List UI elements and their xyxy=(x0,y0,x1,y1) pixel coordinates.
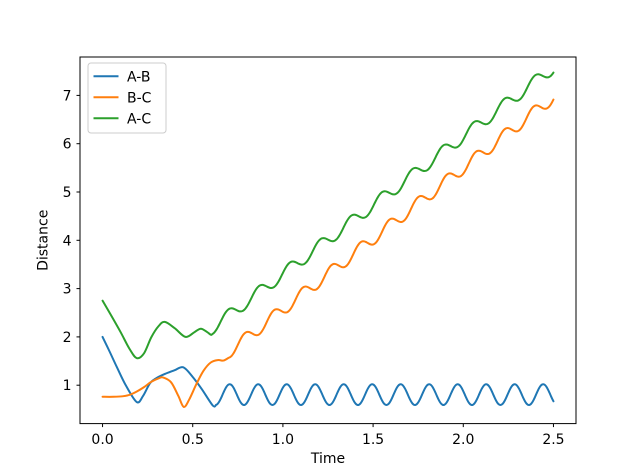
series-line-a-c xyxy=(101,71,555,360)
series-line-a-b xyxy=(101,335,555,408)
y-tick-label: 3 xyxy=(63,282,72,298)
legend-label: A-C xyxy=(127,111,151,127)
legend-label: B-C xyxy=(127,90,152,106)
x-tick-label: 1.5 xyxy=(362,432,384,448)
x-tick-label: 0.5 xyxy=(182,432,204,448)
x-tick-label: 2.5 xyxy=(542,432,564,448)
y-tick-label: 1 xyxy=(63,378,72,394)
legend-label: A-B xyxy=(127,69,150,85)
x-axis-label: Time xyxy=(310,451,345,467)
series-line-b-c xyxy=(101,98,555,408)
x-tick-label: 2.0 xyxy=(452,432,474,448)
y-tick-label: 7 xyxy=(63,88,72,104)
y-tick-label: 6 xyxy=(63,137,72,153)
x-tick-label: 1.0 xyxy=(272,432,294,448)
y-axis-label: Distance xyxy=(36,210,52,271)
y-tick-label: 4 xyxy=(63,233,72,249)
y-tick-label: 5 xyxy=(63,185,72,201)
legend-box xyxy=(87,62,167,134)
y-tick-label: 2 xyxy=(63,330,72,346)
legend: A-B B-C A-C xyxy=(87,62,167,134)
x-tick-label: 0.0 xyxy=(91,432,113,448)
